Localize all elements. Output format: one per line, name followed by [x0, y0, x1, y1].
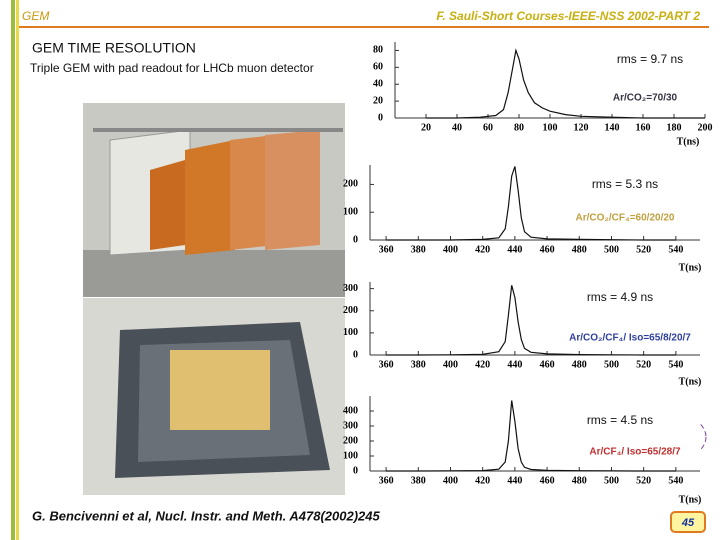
- header-left: GEM: [22, 9, 49, 23]
- reference: G. Bencivenni et al, Nucl. Instr. and Me…: [32, 508, 381, 523]
- y-tick-label: 0: [353, 349, 358, 360]
- histogram-chart: 0 100 200 300 400 360 380 400 420 440 460 480 500 520…: [343, 396, 701, 505]
- x-tick-label: 60: [483, 122, 493, 133]
- gas-label: Ar/CO₂/CF₄=60/20/20: [576, 213, 675, 224]
- left-bar: [11, 0, 15, 540]
- rms-label: rms = 4.9 ns: [587, 290, 653, 304]
- title: GEM TIME RESOLUTION: [32, 40, 196, 56]
- y-tick-label: 60: [373, 62, 383, 73]
- subtitle: Triple GEM with pad readout for LHCb muo…: [30, 61, 314, 75]
- x-axis-label: T(ns): [679, 376, 702, 387]
- plot-area: [370, 282, 700, 355]
- x-tick-label: 500: [604, 244, 619, 255]
- x-tick-label: 480: [572, 244, 587, 255]
- y-tick-label: 0: [378, 112, 383, 123]
- x-tick-label: 500: [604, 475, 619, 486]
- x-tick-label: 520: [636, 475, 651, 486]
- histogram-line: [386, 400, 676, 472]
- x-tick-label: 420: [475, 359, 490, 370]
- x-tick-label: 360: [379, 244, 394, 255]
- histogram-line: [386, 166, 676, 241]
- y-tick-label: 300: [343, 283, 358, 294]
- x-axis-label: T(ns): [679, 494, 702, 505]
- x-tick-label: 420: [475, 475, 490, 486]
- x-tick-label: 360: [379, 475, 394, 486]
- x-tick-label: 200: [698, 122, 713, 133]
- x-tick-label: 460: [540, 244, 555, 255]
- x-tick-label: 540: [668, 244, 683, 255]
- x-tick-label: 140: [605, 122, 620, 133]
- histogram-chart: 0 100 200 360 380 400 420 440 460 480 500 520 540 T(n…: [343, 165, 701, 273]
- x-tick-label: 440: [507, 475, 522, 486]
- x-tick-label: 500: [604, 359, 619, 370]
- x-tick-label: 400: [443, 359, 458, 370]
- y-tick-label: 400: [343, 405, 358, 416]
- gas-label: Ar/CF₄/ Iso=65/28/7: [589, 447, 681, 458]
- x-tick-label: 40: [452, 122, 462, 133]
- y-tick-label: 0: [353, 465, 358, 476]
- histogram-line: [386, 285, 676, 356]
- x-tick-label: 540: [668, 359, 683, 370]
- x-tick-label: 480: [572, 475, 587, 486]
- x-tick-label: 100: [543, 122, 558, 133]
- y-tick-label: 0: [353, 234, 358, 245]
- x-tick-label: 440: [507, 244, 522, 255]
- histogram-chart: 0 20 40 60 80 20 40 60 80 100 120 140 160 180 200 T(ns)…: [373, 42, 713, 147]
- plot-area: [395, 42, 705, 118]
- histogram-chart: 0 100 200 300 360 380 400 420 440 460 480 500 520 540…: [343, 282, 701, 387]
- x-tick-label: 380: [411, 244, 426, 255]
- subtitle-box: Triple GEM with pad readout for LHCb muo…: [30, 61, 314, 75]
- x-tick-label: 160: [636, 122, 651, 133]
- y-tick-label: 40: [373, 79, 383, 90]
- x-tick-label: 520: [636, 359, 651, 370]
- x-axis-label: T(ns): [677, 136, 700, 147]
- rms-label: rms = 4.5 ns: [587, 413, 653, 427]
- x-tick-label: 460: [540, 475, 555, 486]
- x-axis-label: T(ns): [679, 262, 702, 273]
- x-tick-label: 360: [379, 359, 394, 370]
- x-tick-label: 120: [574, 122, 589, 133]
- left-bar-inner: [16, 0, 19, 540]
- x-tick-label: 460: [540, 359, 555, 370]
- gas-label: Ar/CO₂=70/30: [613, 93, 678, 104]
- x-tick-label: 400: [443, 244, 458, 255]
- gas-label: Ar/CO₂/CF₄/ Iso=65/8/20/7: [569, 333, 691, 344]
- x-tick-label: 480: [572, 359, 587, 370]
- header-right: F. Sauli-Short Courses-IEEE-NSS 2002-PAR…: [436, 9, 700, 23]
- plot-area: [370, 165, 700, 240]
- y-tick-label: 80: [373, 45, 383, 56]
- y-tick-label: 300: [343, 420, 358, 431]
- x-tick-label: 520: [636, 244, 651, 255]
- x-tick-label: 380: [411, 475, 426, 486]
- x-tick-label: 380: [411, 359, 426, 370]
- x-tick-label: 420: [475, 244, 490, 255]
- photo-detector: [83, 298, 345, 495]
- header-rule: [19, 26, 709, 28]
- rms-label: rms = 9.7 ns: [617, 52, 683, 66]
- x-tick-label: 440: [507, 359, 522, 370]
- y-tick-label: 100: [343, 450, 358, 461]
- x-tick-label: 80: [514, 122, 524, 133]
- page-number: 45: [681, 517, 695, 529]
- plot-area: [370, 396, 700, 471]
- rms-label: rms = 5.3 ns: [592, 177, 658, 191]
- x-tick-label: 180: [667, 122, 682, 133]
- y-tick-label: 20: [373, 95, 383, 106]
- x-tick-label: 540: [668, 475, 683, 486]
- y-tick-label: 200: [343, 435, 358, 446]
- histogram-line: [426, 48, 705, 119]
- x-tick-label: 400: [443, 475, 458, 486]
- x-tick-label: 20: [421, 122, 431, 133]
- photo-chambers: [83, 103, 345, 297]
- y-tick-label: 100: [343, 327, 358, 338]
- y-tick-label: 200: [343, 305, 358, 316]
- y-tick-label: 100: [343, 207, 358, 218]
- y-tick-label: 200: [343, 179, 358, 190]
- page-badge: [670, 511, 706, 533]
